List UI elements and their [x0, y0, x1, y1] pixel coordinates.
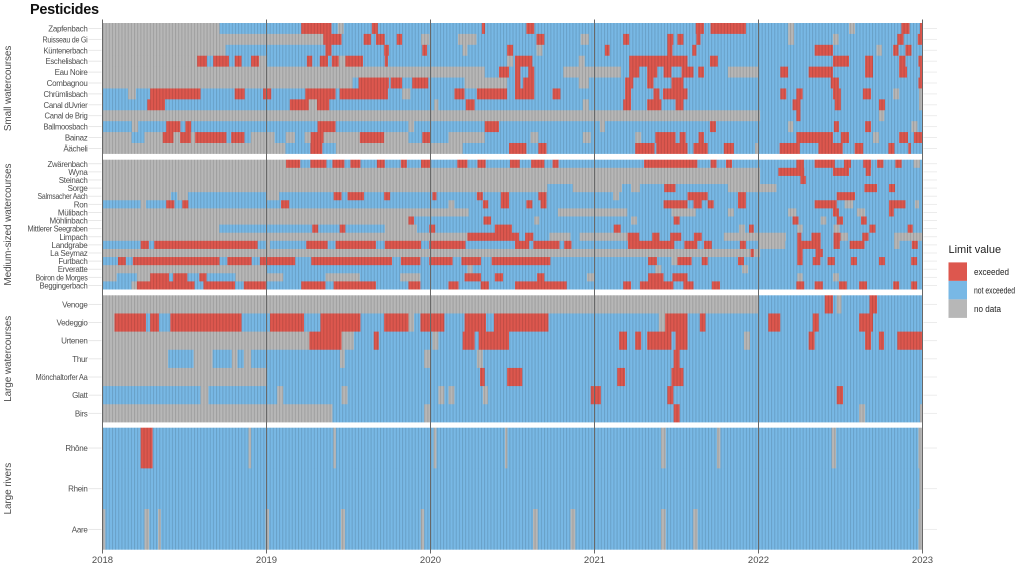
svg-text:Venoge: Venoge: [62, 300, 88, 309]
svg-text:Ruisseau de Gi: Ruisseau de Gi: [43, 35, 88, 44]
svg-text:Medium-sized watercourses: Medium-sized watercourses: [3, 164, 14, 286]
svg-text:Salmsacher Aach: Salmsacher Aach: [38, 192, 88, 201]
svg-text:Urtenen: Urtenen: [61, 337, 87, 346]
svg-text:Beggingerbach: Beggingerbach: [40, 281, 88, 290]
svg-text:Furtbach: Furtbach: [58, 257, 87, 266]
svg-text:Limit value: Limit value: [949, 244, 1002, 256]
svg-text:Boiron de Morges: Boiron de Morges: [36, 273, 88, 282]
svg-text:Rhône: Rhône: [65, 444, 88, 453]
svg-text:Pesticides: Pesticides: [30, 2, 99, 18]
svg-text:Mittlerer Seegraben: Mittlerer Seegraben: [28, 225, 88, 234]
svg-text:Möhlinbach: Möhlinbach: [50, 217, 88, 226]
svg-text:Eschelisbach: Eschelisbach: [46, 57, 88, 66]
svg-text:Wyna: Wyna: [68, 168, 88, 177]
svg-text:Küntenerbach: Küntenerbach: [44, 46, 88, 55]
svg-text:Combagnou: Combagnou: [47, 79, 88, 88]
svg-text:2020: 2020: [420, 555, 441, 565]
svg-text:2019: 2019: [256, 555, 277, 565]
svg-text:Large rivers: Large rivers: [3, 463, 14, 515]
svg-text:no data: no data: [974, 304, 1001, 314]
svg-text:Thur: Thur: [72, 355, 88, 364]
svg-text:Chrümlisbach: Chrümlisbach: [44, 90, 88, 99]
svg-text:Landgrabe: Landgrabe: [52, 241, 89, 250]
svg-text:Mönchaltorfer Aa: Mönchaltorfer Aa: [36, 373, 89, 382]
svg-text:Canal de Brig: Canal de Brig: [45, 112, 88, 121]
svg-text:Zapfenbach: Zapfenbach: [48, 24, 87, 33]
svg-text:Sorge: Sorge: [68, 184, 89, 193]
svg-text:exceeded: exceeded: [974, 267, 1009, 277]
svg-text:Birs: Birs: [75, 409, 88, 418]
svg-text:Vedeggio: Vedeggio: [57, 319, 89, 328]
svg-text:Eau Noire: Eau Noire: [55, 68, 89, 77]
svg-text:Ballmoosbach: Ballmoosbach: [44, 123, 88, 132]
svg-text:Aare: Aare: [72, 525, 89, 534]
svg-text:2018: 2018: [92, 555, 113, 565]
svg-text:La Seymaz: La Seymaz: [50, 249, 88, 258]
svg-text:Limpach: Limpach: [59, 233, 87, 242]
svg-text:Steinach: Steinach: [59, 176, 88, 185]
svg-text:Bainaz: Bainaz: [65, 134, 88, 143]
svg-text:Rhein: Rhein: [68, 485, 87, 494]
svg-text:Ron: Ron: [74, 200, 88, 209]
svg-text:Äächeli: Äächeli: [63, 144, 88, 153]
svg-text:2022: 2022: [748, 555, 769, 565]
svg-text:Erveratte: Erveratte: [58, 265, 89, 274]
svg-text:not exceeded: not exceeded: [974, 286, 1015, 296]
svg-text:Small watercourses: Small watercourses: [3, 46, 14, 132]
svg-text:2021: 2021: [584, 555, 605, 565]
svg-text:Zwärenbach: Zwärenbach: [48, 160, 88, 169]
svg-text:Large watercourses: Large watercourses: [3, 316, 14, 402]
svg-text:Glatt: Glatt: [72, 391, 88, 400]
svg-text:Canal dUvrier: Canal dUvrier: [44, 101, 89, 110]
svg-text:2023: 2023: [912, 555, 933, 565]
svg-text:Mülibach: Mülibach: [58, 208, 88, 217]
